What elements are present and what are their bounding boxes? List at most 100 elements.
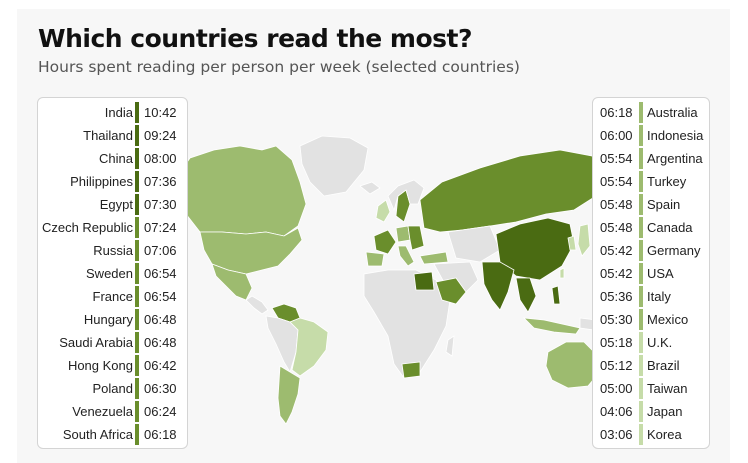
tier-color-bar (639, 286, 643, 307)
tier-color-bar (639, 401, 643, 422)
region-canada (175, 145, 307, 237)
legend-row-hungary: Hungary 06:48 (38, 308, 189, 331)
tier-color-bar (639, 171, 643, 192)
reading-time-value: 07:30 (144, 197, 177, 212)
reading-time-value: 06:18 (600, 105, 633, 120)
legend-row-indonesia: Indonesia 06:00 (593, 124, 711, 147)
reading-time-value: 05:18 (600, 335, 633, 350)
country-label: Brazil (647, 358, 680, 373)
tier-color-bar (639, 332, 643, 353)
page-subtitle: Hours spent reading per person per week … (38, 58, 520, 76)
tier-color-bar (135, 424, 139, 445)
legend-row-poland: Poland 06:30 (38, 377, 189, 400)
tier-color-bar (135, 102, 139, 123)
country-label: Egypt (99, 197, 133, 212)
legend-row-canada: Canada 05:48 (593, 216, 711, 239)
region-central-europe (407, 225, 425, 251)
region-argentina (277, 365, 301, 425)
country-label: Japan (647, 404, 683, 419)
country-label: Spain (647, 197, 681, 212)
country-label: USA (647, 266, 674, 281)
reading-time-value: 06:42 (144, 358, 177, 373)
legend-row-france: France 06:54 (38, 285, 189, 308)
legend-row-spain: Spain 05:48 (593, 193, 711, 216)
country-label: France (92, 289, 133, 304)
country-label: South Africa (62, 427, 133, 442)
region-korea (567, 235, 577, 251)
region-uk (375, 199, 391, 223)
page-title: Which countries read the most? (38, 24, 472, 53)
country-label: Czech Republic (41, 220, 133, 235)
region-australia (545, 341, 599, 389)
country-label: Korea (647, 427, 682, 442)
country-label: Germany (647, 243, 701, 258)
legend-row-korea: Korea 03:06 (593, 423, 711, 446)
legend-row-mexico: Mexico 05:30 (593, 308, 711, 331)
legend-row-brazil: Brazil 05:12 (593, 354, 711, 377)
tier-color-bar (135, 125, 139, 146)
legend-right-panel: Australia 06:18 Indonesia 06:00 Argentina 05:… (592, 97, 710, 449)
legend-left-panel: India 10:42 Thailand 09:24 China 08:00 Philipp… (37, 97, 188, 449)
legend-row-india: India 10:42 (38, 101, 189, 124)
legend-row-egypt: Egypt 07:30 (38, 193, 189, 216)
reading-time-value: 05:00 (600, 381, 633, 396)
region-brazil (289, 317, 329, 377)
region-africa (363, 269, 451, 379)
reading-time-value: 09:24 (144, 128, 177, 143)
legend-row-czech-republic: Czech Republic 07:24 (38, 216, 189, 239)
tier-color-bar (135, 171, 139, 192)
legend-row-russia: Russia 07:06 (38, 239, 189, 262)
reading-time-value: 05:30 (600, 312, 633, 327)
legend-row-south-africa: South Africa 06:18 (38, 423, 189, 446)
reading-time-value: 06:54 (144, 266, 177, 281)
tier-color-bar (639, 355, 643, 376)
tier-color-bar (639, 309, 643, 330)
tier-color-bar (135, 240, 139, 261)
reading-time-value: 05:48 (600, 197, 633, 212)
country-label: Poland (92, 381, 133, 396)
legend-row-china: China 08:00 (38, 147, 189, 170)
legend-row-u-k: U.K. 05:18 (593, 331, 711, 354)
reading-time-value: 04:06 (600, 404, 633, 419)
tier-color-bar (135, 286, 139, 307)
tier-color-bar (135, 263, 139, 284)
legend-row-taiwan: Taiwan 05:00 (593, 377, 711, 400)
region-central-america (245, 295, 269, 315)
tier-color-bar (639, 217, 643, 238)
region-russia (419, 149, 601, 233)
region-central-asia (447, 225, 501, 263)
tier-color-bar (135, 355, 139, 376)
tier-color-bar (639, 378, 643, 399)
reading-time-value: 05:54 (600, 151, 633, 166)
region-indonesia (522, 317, 581, 335)
region-germany (395, 225, 411, 243)
tier-color-bar (135, 401, 139, 422)
legend-row-italy: Italy 05:36 (593, 285, 711, 308)
legend-row-japan: Japan 04:06 (593, 400, 711, 423)
country-label: Russia (93, 243, 133, 258)
tier-color-bar (135, 217, 139, 238)
region-japan (577, 223, 591, 257)
tier-color-bar (135, 194, 139, 215)
country-label: Taiwan (647, 381, 688, 396)
legend-row-saudi-arabia: Saudi Arabia 06:48 (38, 331, 189, 354)
legend-row-hong-kong: Hong Kong 06:42 (38, 354, 189, 377)
reading-time-value: 06:48 (144, 335, 177, 350)
tier-color-bar (639, 102, 643, 123)
tier-color-bar (639, 424, 643, 445)
country-label: Hong Kong (67, 358, 133, 373)
legend-row-philippines: Philippines 07:36 (38, 170, 189, 193)
region-egypt (413, 271, 435, 291)
reading-time-value: 05:42 (600, 266, 633, 281)
country-label: China (99, 151, 133, 166)
reading-time-value: 07:06 (144, 243, 177, 258)
legend-row-turkey: Turkey 05:54 (593, 170, 711, 193)
reading-time-value: 08:00 (144, 151, 177, 166)
region-spain (365, 251, 385, 267)
tier-color-bar (135, 378, 139, 399)
reading-time-value: 06:54 (144, 289, 177, 304)
legend-row-usa: USA 05:42 (593, 262, 711, 285)
region-southeast-asia (515, 277, 537, 313)
tier-color-bar (639, 263, 643, 284)
